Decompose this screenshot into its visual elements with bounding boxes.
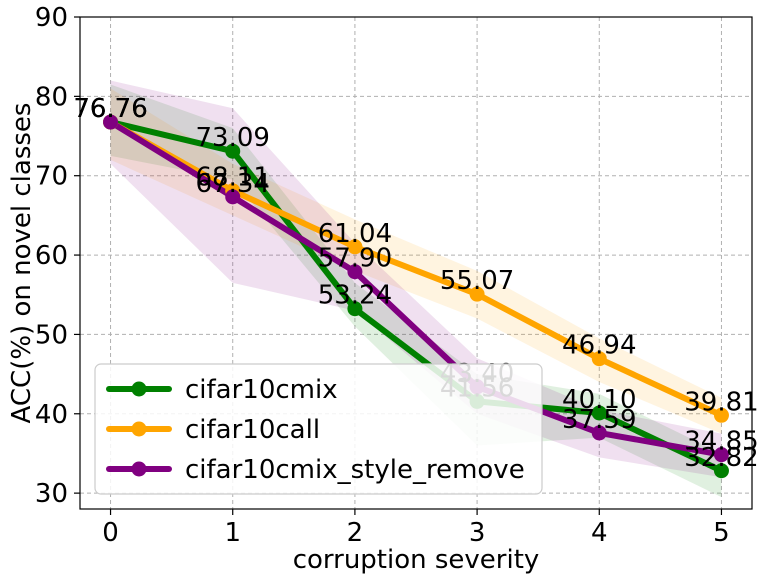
cifar10cmix-data-label: 73.09 <box>196 123 270 153</box>
x-tick-label: 3 <box>469 518 486 548</box>
cifar10cmix-style-remove-legend-label: cifar10cmix_style_remove <box>185 455 525 485</box>
cifar10call-line <box>107 119 725 419</box>
series-lines <box>107 119 725 474</box>
x-tick-label: 2 <box>347 518 364 548</box>
cifar10cmix-style-remove-legend-marker <box>131 461 147 477</box>
cifar10cmix-point <box>225 143 241 159</box>
x-tick-label: 0 <box>102 518 119 548</box>
cifar10cmix-style-remove-point <box>103 114 119 130</box>
cifar10call-point <box>347 239 363 255</box>
cifar10cmix-line <box>107 119 725 474</box>
axis-ticks: 0 1 2 3 4 5 30 40 50 60 70 80 90 <box>35 3 730 548</box>
y-tick-label: 60 <box>35 241 68 271</box>
x-axis-label: corruption severity <box>293 545 540 575</box>
cifar10cmix-style-remove-band <box>110 80 722 478</box>
cifar10call-point <box>713 407 729 423</box>
y-tick-label: 30 <box>35 479 68 509</box>
cifar10cmix-style-remove-data-label: 34.85 <box>684 427 758 457</box>
cifar10call-data-label: 61.04 <box>318 219 392 249</box>
cifar10cmix-style-remove-data-label: 57.90 <box>318 244 392 274</box>
plot-frame <box>79 16 753 510</box>
cifar10call-legend-label: cifar10call <box>185 415 320 445</box>
y-tick-label: 40 <box>35 400 68 430</box>
cifar10call-point <box>591 351 607 367</box>
cifar10cmix-point <box>713 463 729 479</box>
cifar10cmix-style-remove-data-label: 67.34 <box>196 169 270 199</box>
cifar10cmix-style-remove-point <box>347 264 363 280</box>
cifar10cmix-data-label: 32.82 <box>684 443 758 473</box>
cifar10call-data-label: 46.94 <box>562 331 636 361</box>
cifar10call-data-label: 55.07 <box>440 266 514 296</box>
legend-box <box>94 363 543 495</box>
cifar10call-data-label: 68.11 <box>196 163 270 193</box>
cifar10cmix-point <box>347 301 363 317</box>
cifar10call-data-label: 39.81 <box>684 387 758 417</box>
y-tick-label: 70 <box>35 162 68 192</box>
cifar10call-band <box>110 88 722 434</box>
legend: cifar10cmix cifar10call cifar10cmix_style_… <box>94 363 543 495</box>
x-tick-label: 4 <box>591 518 608 548</box>
cifar10cmix-style-remove-data-label: 37.59 <box>562 405 636 435</box>
y-tick-label: 90 <box>35 3 68 33</box>
cifar10cmix-style-remove-point <box>713 447 729 463</box>
cifar10cmix-point <box>591 405 607 421</box>
cifar10cmix-data-label: 53.24 <box>318 281 392 311</box>
data-labels: 76.7673.0953.2441.5640.1032.8276.7668.11… <box>73 94 758 473</box>
y-axis-label: ACC(%) on novel classes <box>7 103 37 424</box>
cifar10cmix-data-label: 40.10 <box>562 385 636 415</box>
cifar10cmix-legend-marker <box>131 381 147 397</box>
cifar10cmix-style-remove-line <box>107 119 725 458</box>
x-tick-label: 5 <box>713 518 730 548</box>
cifar10cmix-style-remove-data-label: 76.76 <box>73 94 147 124</box>
cifar10call-data-label: 76.76 <box>73 94 147 124</box>
cifar10cmix-style-remove-point <box>225 189 241 205</box>
cifar10cmix-data-label: 76.76 <box>73 94 147 124</box>
cifar10call-point <box>469 286 485 302</box>
x-tick-label: 1 <box>224 518 241 548</box>
cifar10call-legend-marker <box>131 421 147 437</box>
cifar10cmix-style-remove-point <box>591 425 607 441</box>
y-tick-label: 80 <box>35 82 68 112</box>
cifar10cmix-legend-label: cifar10cmix <box>185 375 338 405</box>
y-tick-label: 50 <box>35 320 68 350</box>
